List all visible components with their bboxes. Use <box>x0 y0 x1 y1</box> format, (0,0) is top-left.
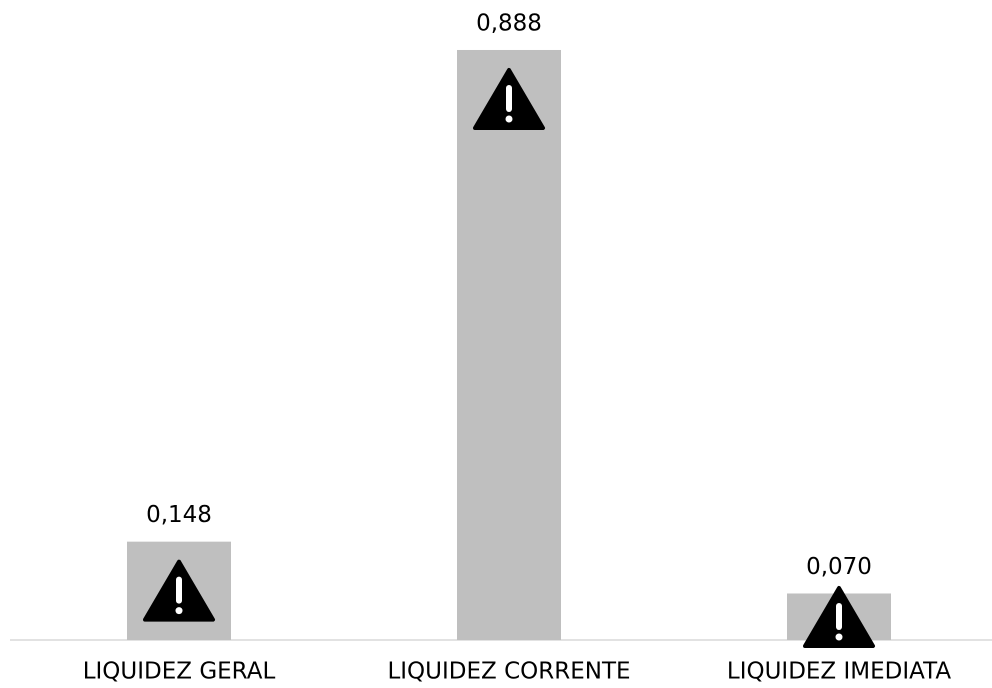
warning-dot <box>505 115 513 123</box>
value-label: 0,148 <box>146 502 212 528</box>
warning-bar <box>506 84 512 112</box>
warning-bar <box>836 603 842 630</box>
warning-icon <box>143 559 215 622</box>
value-label: 0,070 <box>806 554 872 580</box>
x-tick-label: LIQUIDEZ IMEDIATA <box>727 659 951 685</box>
warning-dot <box>835 633 843 641</box>
value-label: 0,888 <box>476 10 542 36</box>
bar <box>457 49 561 641</box>
warning-bar <box>176 576 182 604</box>
x-tick-label: LIQUIDEZ CORRENTE <box>387 659 630 685</box>
warning-icon <box>473 67 545 130</box>
warning-icon <box>803 586 875 648</box>
warning-dot <box>175 607 183 615</box>
x-tick-label: LIQUIDEZ GERAL <box>83 659 276 685</box>
